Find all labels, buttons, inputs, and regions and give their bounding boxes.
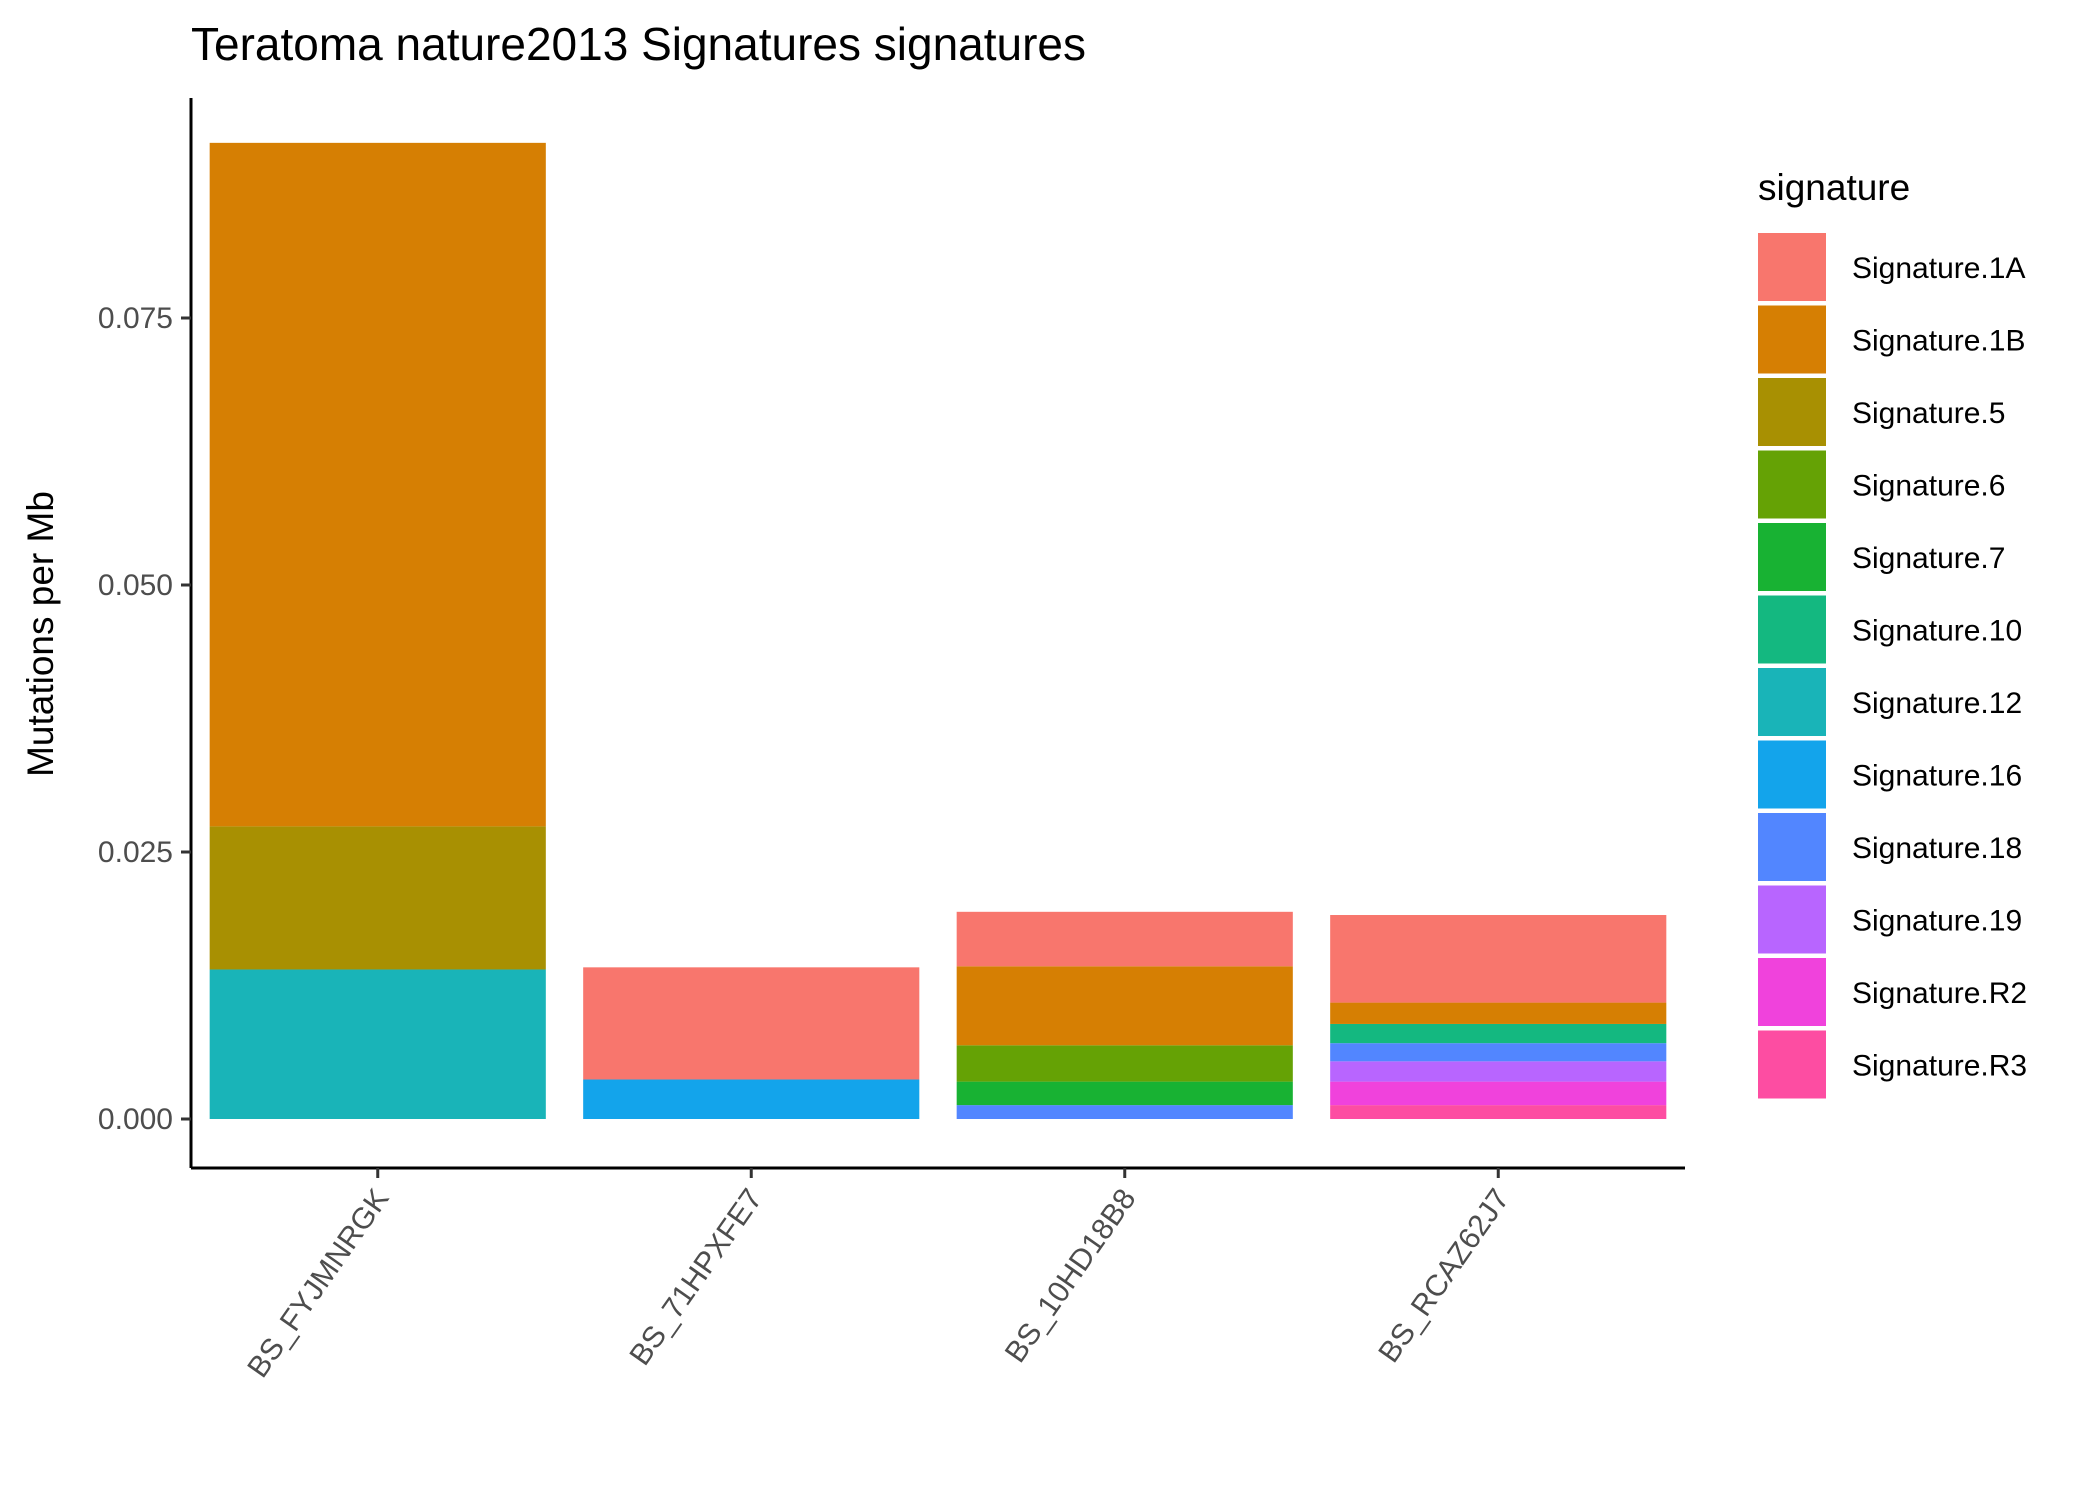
legend-key-signature-1b bbox=[1758, 305, 1826, 374]
legend-key-signature-6 bbox=[1758, 450, 1826, 519]
legend: signature Signature.1A Signature.1B Signat… bbox=[1758, 167, 2027, 1099]
bar-segment-signature-19-bs_rcaz62j7 bbox=[1330, 1061, 1667, 1082]
bar-segment-signature-5-bs_fyjmnrgk bbox=[209, 826, 546, 970]
bar-segment-signature-18-bs_rcaz62j7 bbox=[1330, 1043, 1667, 1062]
legend-label: Signature.10 bbox=[1852, 615, 2022, 648]
bar-segment-signature-1a-bs_10hd18b8 bbox=[956, 911, 1293, 967]
y-tick-label: 0.025 bbox=[98, 836, 173, 869]
bar-segment-signature-12-bs_fyjmnrgk bbox=[209, 969, 546, 1119]
legend-key-signature-16 bbox=[1758, 740, 1826, 809]
bars-layer bbox=[209, 142, 1667, 1119]
legend-label: Signature.1B bbox=[1852, 325, 2025, 358]
legend-key-signature-7 bbox=[1758, 523, 1826, 591]
legend-label: Signature.16 bbox=[1852, 760, 2022, 793]
bar-segment-signature-1a-bs_rcaz62j7 bbox=[1330, 915, 1667, 1003]
bar-segment-signature-1a-bs_71hpxfe7 bbox=[583, 967, 920, 1080]
legend-key-signature-r2 bbox=[1758, 958, 1826, 1026]
legend-key-signature-1a bbox=[1758, 233, 1826, 301]
legend-label: Signature.R2 bbox=[1852, 977, 2027, 1010]
bar-segment-signature-1b-bs_fyjmnrgk bbox=[209, 142, 546, 827]
bar-segment-signature-7-bs_10hd18b8 bbox=[956, 1081, 1293, 1106]
legend-key-signature-r3 bbox=[1758, 1030, 1826, 1099]
legend-key-signature-18 bbox=[1758, 813, 1826, 881]
bar-segment-signature-r2-bs_rcaz62j7 bbox=[1330, 1081, 1667, 1106]
legend-key-signature-19 bbox=[1758, 885, 1826, 954]
y-tick-label: 0.050 bbox=[98, 569, 173, 602]
x-tick-label: BS_10HD18B8 bbox=[999, 1183, 1143, 1369]
x-tick-label: BS_71HPXFE7 bbox=[623, 1183, 769, 1371]
legend-key-signature-5 bbox=[1758, 378, 1826, 446]
bar-segment-signature-16-bs_71hpxfe7 bbox=[583, 1079, 920, 1119]
legend-label: Signature.12 bbox=[1852, 687, 2022, 720]
legend-label: Signature.6 bbox=[1852, 470, 2005, 503]
bar-segment-signature-18-bs_10hd18b8 bbox=[956, 1105, 1293, 1119]
legend-label: Signature.7 bbox=[1852, 542, 2005, 575]
y-axis-title: Mutations per Mb bbox=[20, 491, 61, 777]
legend-key-signature-10 bbox=[1758, 595, 1826, 664]
bar-segment-signature-1b-bs_10hd18b8 bbox=[956, 966, 1293, 1046]
legend-key-signature-12 bbox=[1758, 668, 1826, 736]
legend-label: Signature.18 bbox=[1852, 832, 2022, 865]
legend-label: Signature.5 bbox=[1852, 397, 2005, 430]
legend-label: Signature.19 bbox=[1852, 905, 2022, 938]
y-tick-label: 0.000 bbox=[98, 1103, 173, 1136]
legend-label: Signature.1A bbox=[1852, 252, 2025, 285]
bar-segment-signature-6-bs_10hd18b8 bbox=[956, 1045, 1293, 1082]
x-tick-label: BS_RCAZ62J7 bbox=[1372, 1183, 1516, 1369]
y-tick-label: 0.075 bbox=[98, 302, 173, 335]
chart-title: Teratoma nature2013 Signatures signature… bbox=[191, 18, 1086, 70]
bar-segment-signature-10-bs_rcaz62j7 bbox=[1330, 1023, 1667, 1044]
bar-segment-signature-1b-bs_rcaz62j7 bbox=[1330, 1002, 1667, 1024]
bar-segment-signature-r3-bs_rcaz62j7 bbox=[1330, 1105, 1667, 1119]
legend-label: Signature.R3 bbox=[1852, 1050, 2027, 1083]
x-tick-label: BS_FYJMNRGK bbox=[241, 1183, 395, 1384]
legend-title: signature bbox=[1758, 167, 1910, 208]
